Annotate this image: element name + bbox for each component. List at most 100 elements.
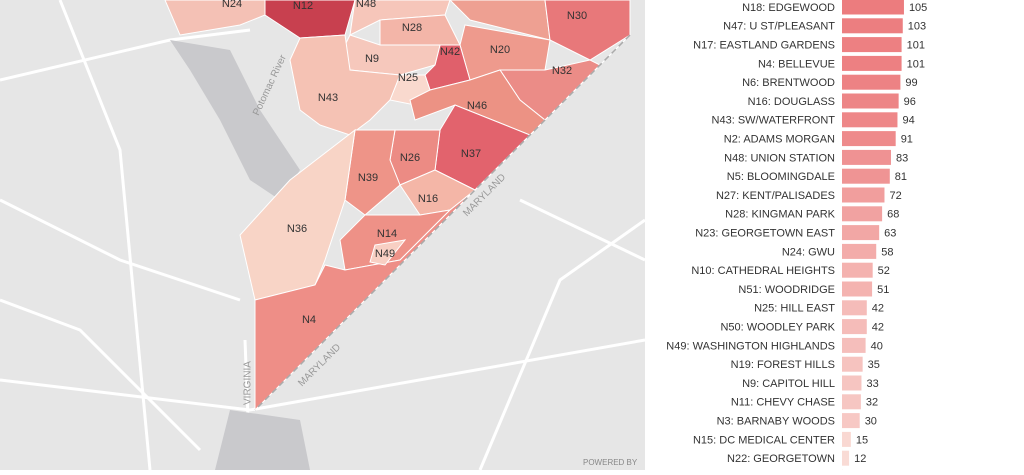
value-label: 51 bbox=[877, 284, 889, 296]
category-label: N27: KENT/PALISADES bbox=[716, 190, 835, 202]
bar bbox=[842, 356, 863, 372]
district-label: N48 bbox=[356, 0, 376, 10]
bar bbox=[842, 243, 877, 259]
value-label: 99 bbox=[905, 77, 917, 89]
value-label: 30 bbox=[865, 416, 877, 428]
value-label: 91 bbox=[901, 134, 913, 146]
district-label: N20 bbox=[490, 44, 510, 56]
bar bbox=[842, 394, 861, 410]
category-label: N49: WASHINGTON HIGHLANDS bbox=[666, 340, 835, 352]
category-label: N15: DC MEDICAL CENTER bbox=[693, 434, 835, 446]
value-label: 81 bbox=[895, 171, 907, 183]
bar bbox=[842, 0, 904, 15]
category-label: N50: WOODLEY PARK bbox=[720, 322, 835, 334]
river bbox=[170, 40, 300, 200]
bar bbox=[842, 131, 896, 147]
category-label: N4: BELLEVUE bbox=[758, 58, 835, 70]
bar bbox=[842, 281, 873, 297]
category-label: N51: WOODRIDGE bbox=[738, 284, 835, 296]
value-label: 96 bbox=[904, 96, 916, 108]
category-label: N10: CATHEDRAL HEIGHTS bbox=[691, 265, 835, 277]
bar bbox=[842, 149, 891, 165]
credit: POWERED BY bbox=[583, 458, 638, 467]
district-label: N9 bbox=[365, 53, 379, 65]
category-label: N11: CHEVY CHASE bbox=[731, 397, 835, 409]
river bbox=[215, 410, 310, 470]
bar bbox=[842, 431, 851, 447]
value-label: 72 bbox=[889, 190, 901, 202]
bar bbox=[842, 337, 866, 353]
bar bbox=[842, 206, 883, 222]
bar bbox=[842, 375, 862, 391]
district-label: N32 bbox=[552, 65, 572, 77]
bar bbox=[842, 413, 860, 429]
category-label: N48: UNION STATION bbox=[724, 152, 835, 164]
district-label: N30 bbox=[567, 10, 587, 22]
district-label: N24 bbox=[222, 0, 242, 10]
bar bbox=[842, 37, 902, 53]
district-label: N36 bbox=[287, 223, 307, 235]
district-label: N26 bbox=[400, 152, 420, 164]
value-label: 63 bbox=[884, 228, 896, 240]
value-label: 15 bbox=[856, 434, 868, 446]
value-label: 94 bbox=[902, 115, 914, 127]
bar bbox=[842, 168, 890, 184]
district-label: N43 bbox=[318, 92, 338, 104]
category-label: N19: FOREST HILLS bbox=[731, 359, 835, 371]
category-label: N16: DOUGLASS bbox=[748, 96, 835, 108]
district-label: N12 bbox=[293, 0, 313, 12]
bar bbox=[842, 93, 899, 109]
district-label: N25 bbox=[398, 72, 418, 84]
category-label: N18: EDGEWOOD bbox=[742, 2, 835, 14]
category-label: N25: HILL EAST bbox=[754, 303, 835, 315]
district-label: N16 bbox=[418, 193, 438, 205]
bar bbox=[842, 319, 867, 335]
value-label: 68 bbox=[887, 209, 899, 221]
value-label: 52 bbox=[878, 265, 890, 277]
category-label: N28: KINGMAN PARK bbox=[725, 209, 835, 221]
state-border bbox=[254, 34, 631, 411]
value-label: 42 bbox=[872, 303, 884, 315]
district-label: N28 bbox=[402, 22, 422, 34]
value-label: 42 bbox=[872, 322, 884, 334]
category-label: N23: GEORGETOWN EAST bbox=[695, 228, 835, 240]
category-label: N2: ADAMS MORGAN bbox=[724, 134, 835, 146]
value-label: 12 bbox=[854, 453, 866, 465]
value-label: 101 bbox=[907, 40, 925, 52]
value-label: 58 bbox=[881, 246, 893, 258]
map: N24 N12 N48 N30 N28 N42 N20 N9 N25 N32 N… bbox=[0, 0, 646, 471]
district-label: N39 bbox=[358, 172, 378, 184]
value-label: 40 bbox=[871, 340, 883, 352]
bar bbox=[842, 450, 850, 466]
state-label: VIRGINIA bbox=[243, 361, 254, 405]
district-label: N42 bbox=[440, 46, 460, 58]
bar bbox=[842, 300, 867, 316]
value-label: 32 bbox=[866, 397, 878, 409]
bar bbox=[842, 112, 898, 128]
value-label: 35 bbox=[868, 359, 880, 371]
value-label: 105 bbox=[909, 2, 927, 14]
category-label: N17: EASTLAND GARDENS bbox=[693, 40, 835, 52]
value-label: 83 bbox=[896, 152, 908, 164]
bar bbox=[842, 187, 885, 203]
category-label: N22: GEORGETOWN bbox=[727, 453, 835, 465]
bar bbox=[842, 262, 873, 278]
category-label: N9: CAPITOL HILL bbox=[742, 378, 835, 390]
district-label: N49 bbox=[375, 248, 395, 260]
value-label: 103 bbox=[908, 21, 926, 33]
category-label: N3: BARNABY WOODS bbox=[717, 416, 835, 428]
district-label: N14 bbox=[377, 228, 397, 240]
district-label: N4 bbox=[302, 314, 316, 326]
district-label: N46 bbox=[467, 100, 487, 112]
value-label: 33 bbox=[866, 378, 878, 390]
category-label: N47: U ST/PLEASANT bbox=[723, 21, 835, 33]
value-label: 101 bbox=[907, 58, 925, 70]
category-label: N24: GWU bbox=[782, 246, 835, 258]
roads bbox=[0, 0, 646, 471]
district-label: N37 bbox=[461, 148, 481, 160]
category-label: N6: BRENTWOOD bbox=[742, 77, 835, 89]
bar bbox=[842, 18, 903, 34]
category-label: N5: BLOOMINGDALE bbox=[727, 171, 835, 183]
category-label: N43: SW/WATERFRONT bbox=[712, 115, 836, 127]
